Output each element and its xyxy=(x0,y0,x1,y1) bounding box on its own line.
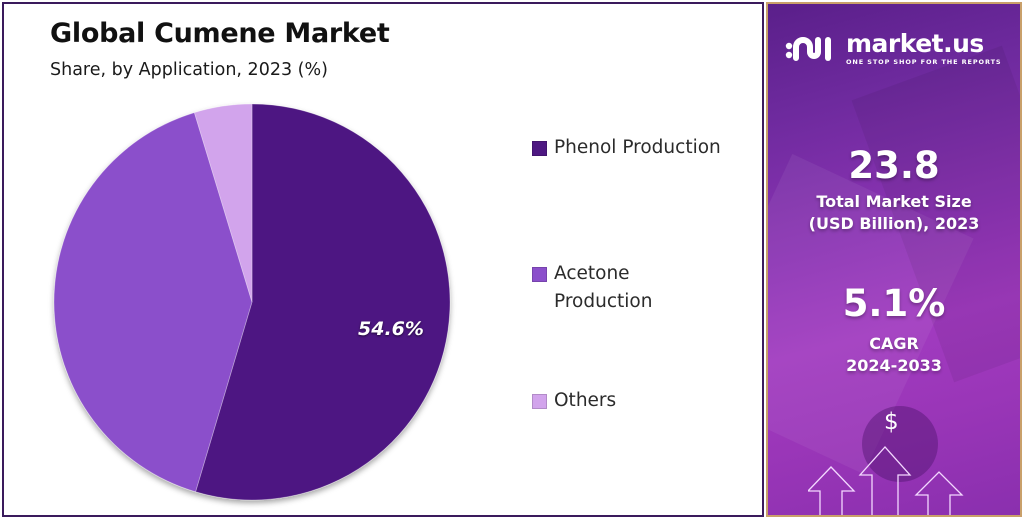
pie-slice-others xyxy=(193,103,253,303)
legend-label: Phenol Production xyxy=(554,137,721,158)
market-size-label-2: (USD Billion), 2023 xyxy=(808,214,980,233)
phenol-slice-label: 54.6% xyxy=(358,318,424,340)
legend-swatch-others xyxy=(532,394,547,409)
market-size-value: 23.8 xyxy=(848,144,940,187)
dollar-icon: $ xyxy=(884,409,899,435)
cagr-stat: 5.1% CAGR 2024-2033 xyxy=(768,282,1020,377)
growth-arrows-icon xyxy=(808,446,964,515)
legend-item-phenol: Phenol Production xyxy=(532,136,752,162)
pie-slice-phenol xyxy=(195,103,451,501)
coin-circle xyxy=(862,406,938,482)
legend-swatch-phenol xyxy=(532,141,547,156)
legend-item-acetone: Acetone Production xyxy=(532,262,752,316)
legend-item-others: Others xyxy=(532,389,752,415)
cagr-value: 5.1% xyxy=(842,282,946,325)
cagr-label-2: 2024-2033 xyxy=(846,356,942,375)
pie-chart xyxy=(52,102,452,502)
chart-subtitle: Share, by Application, 2023 (%) xyxy=(50,60,328,80)
legend-label: Acetone Production xyxy=(554,263,653,312)
market-size-stat: 23.8 Total Market Size (USD Billion), 20… xyxy=(768,144,1020,235)
brand-logo: market.us ONE STOP SHOP FOR THE REPORTS xyxy=(784,29,1002,66)
chart-title: Global Cumene Market xyxy=(50,18,390,49)
brand-name: market.us xyxy=(846,29,984,58)
info-sidebar: market.us ONE STOP SHOP FOR THE REPORTS … xyxy=(766,2,1022,517)
pie-slice-acetone xyxy=(53,112,253,493)
pie-svg xyxy=(53,103,451,501)
market-us-logo-icon xyxy=(785,37,831,61)
brand-tagline: ONE STOP SHOP FOR THE REPORTS xyxy=(846,58,1002,66)
legend-label: Others xyxy=(554,390,617,411)
legend-swatch-acetone xyxy=(532,267,547,282)
cagr-label-1: CAGR xyxy=(869,334,919,353)
market-size-label-1: Total Market Size xyxy=(816,192,972,211)
